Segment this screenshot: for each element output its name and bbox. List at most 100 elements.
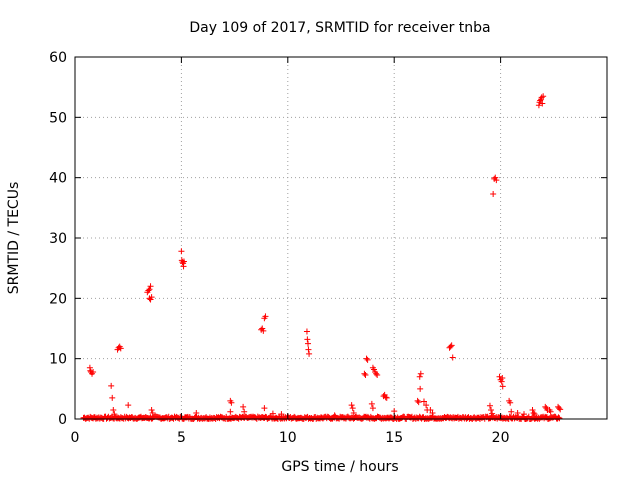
data-point	[423, 402, 430, 409]
grid	[75, 57, 607, 419]
data-point	[429, 409, 436, 416]
data-point	[547, 408, 554, 415]
data-point	[148, 294, 155, 301]
x-tick-label: 20	[492, 430, 510, 446]
baseline-point	[556, 415, 563, 422]
data-point	[350, 409, 357, 416]
data-point	[193, 409, 200, 416]
data-point	[241, 408, 248, 415]
data-point	[414, 397, 421, 404]
data-point	[448, 342, 455, 349]
data-point	[499, 383, 506, 390]
data-point	[305, 346, 312, 353]
data-point	[539, 100, 546, 107]
data-point	[228, 399, 235, 406]
data-point	[348, 402, 355, 409]
data-point	[382, 394, 389, 401]
data-point	[269, 410, 276, 417]
data-point	[349, 405, 356, 412]
data-point	[427, 406, 434, 413]
data-point	[109, 394, 116, 401]
data-point	[488, 406, 495, 413]
data-point	[535, 102, 542, 109]
data-point	[368, 400, 375, 407]
data-point	[361, 370, 368, 377]
data-point	[125, 402, 132, 409]
data-point	[145, 287, 152, 294]
data-point	[261, 405, 268, 412]
x-tick-label: 15	[385, 430, 403, 446]
data-point	[557, 406, 564, 413]
axis-ticks: 0 5 10 15 20 0 10 20 30 40 50 60	[49, 50, 607, 446]
data-point	[490, 190, 497, 197]
data-point	[179, 259, 186, 266]
data-point	[331, 412, 338, 419]
data-point	[529, 406, 536, 413]
data-point	[147, 283, 154, 290]
data-point	[416, 373, 423, 380]
data-point	[499, 374, 506, 381]
data-point	[362, 371, 369, 378]
data-point	[514, 409, 521, 416]
data-point	[146, 286, 153, 293]
data-point	[496, 373, 503, 380]
data-point	[364, 356, 371, 363]
y-tick-label: 20	[49, 291, 67, 307]
data-point	[542, 403, 549, 410]
data-points	[80, 93, 564, 422]
data-point	[260, 327, 267, 334]
data-point	[556, 405, 563, 412]
data-point	[303, 328, 310, 335]
data-point	[447, 343, 454, 350]
chart-title: Day 109 of 2017, SRMTID for receiver tnb…	[189, 20, 490, 36]
y-tick-label: 40	[49, 171, 67, 187]
data-point	[417, 385, 424, 392]
data-point	[262, 313, 269, 320]
data-point	[507, 399, 514, 406]
data-point	[304, 336, 311, 343]
data-point	[373, 370, 380, 377]
y-tick-label: 0	[58, 412, 67, 428]
data-point	[278, 411, 285, 418]
data-point	[108, 382, 115, 389]
data-point	[417, 370, 424, 377]
data-point	[363, 355, 370, 362]
data-point	[369, 405, 376, 412]
x-tick-label: 0	[71, 430, 80, 446]
data-point	[498, 378, 505, 385]
data-point	[415, 399, 422, 406]
x-tick-label: 10	[279, 430, 297, 446]
y-tick-label: 30	[49, 231, 67, 247]
data-point	[449, 354, 456, 361]
data-point	[538, 94, 545, 101]
data-point	[149, 409, 156, 416]
data-point	[178, 248, 185, 255]
y-tick-label: 60	[49, 50, 67, 66]
data-point	[530, 409, 537, 416]
data-point	[531, 411, 538, 418]
data-point	[374, 371, 381, 378]
data-point	[117, 345, 124, 352]
data-point	[306, 350, 313, 357]
data-point	[489, 410, 496, 417]
y-axis-label: SRMTID / TECUs	[6, 182, 22, 295]
data-point	[521, 411, 528, 418]
data-point	[110, 406, 117, 413]
data-point	[486, 402, 493, 409]
data-point	[240, 403, 247, 410]
x-tick-label: 5	[177, 430, 186, 446]
data-point	[508, 408, 515, 415]
data-point	[420, 398, 427, 405]
data-point	[90, 368, 97, 375]
data-point	[383, 394, 390, 401]
data-point	[227, 408, 234, 415]
data-point	[540, 93, 547, 100]
x-axis-label: GPS time / hours	[281, 459, 398, 475]
data-point	[180, 258, 187, 265]
y-tick-label: 50	[49, 110, 67, 126]
y-tick-label: 10	[49, 352, 67, 368]
data-point	[87, 367, 94, 374]
data-point	[305, 340, 312, 347]
data-point	[148, 406, 155, 413]
